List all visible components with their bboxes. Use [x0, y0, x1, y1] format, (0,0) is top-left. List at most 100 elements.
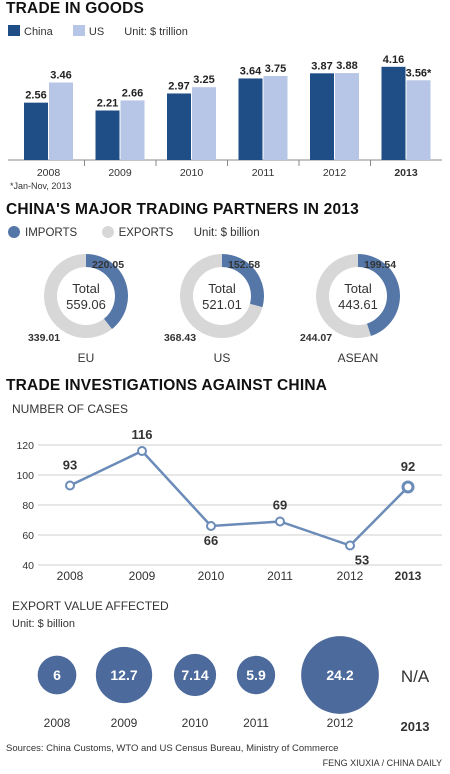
bar-label-china-2012: 3.87 [311, 60, 332, 72]
cases-point-2009 [137, 446, 147, 456]
bar-us-2010 [192, 87, 216, 160]
export-year-2012: 2012 [327, 716, 354, 730]
donut-us-total-label: Total [208, 281, 236, 296]
export-bubble-2010 [173, 653, 217, 697]
bar-label-china-2008: 2.56 [25, 90, 46, 102]
donut-eu-total-value: 559.06 [66, 297, 106, 312]
bar-label-china-2011: 3.64 [240, 65, 262, 77]
bar-label-us-2012: 3.88 [336, 60, 357, 72]
cases-x-label-2010: 2010 [198, 569, 225, 583]
legend-imports-label: IMPORTS [25, 227, 78, 239]
bar-china-2011 [238, 78, 263, 160]
bar-china-2012 [310, 73, 334, 160]
cases-x-label-2012: 2012 [337, 569, 364, 583]
trade-legend: China US Unit: $ trillion [8, 25, 188, 38]
export-value-2010: 7.14 [181, 667, 208, 683]
export-value-2008: 6 [53, 667, 61, 683]
export-year-2010: 2010 [182, 716, 209, 730]
donut-eu-imports-value: 220.05 [92, 259, 124, 271]
legend-exports-dot [101, 226, 114, 238]
donut-us-exports-value: 368.43 [164, 332, 196, 344]
trade-title: TRADE IN GOODS [6, 0, 145, 17]
trade-footnote: *Jan-Nov, 2013 [10, 181, 72, 191]
export-value-2011: 5.9 [246, 667, 266, 683]
cases-value-2010: 66 [204, 533, 218, 548]
value-label: EXPORT VALUE AFFECTED [12, 599, 169, 613]
x-tick-label-2012: 2012 [323, 167, 347, 179]
donut-eu-exports-value: 339.01 [28, 332, 60, 344]
cases-x-label-2011: 2011 [267, 569, 293, 583]
bar-label-china-2010: 2.97 [168, 80, 189, 92]
export-bubble-2008 [37, 655, 77, 695]
cases-point-2013 [401, 480, 415, 494]
donut-asean-exports [316, 254, 372, 338]
donut-us-imports [222, 254, 264, 308]
cases-point-2010 [206, 521, 216, 531]
donut-us-total-value: 521.01 [202, 297, 242, 312]
legend-imports-dot [8, 226, 20, 238]
credit-line: FENG XIUXIA / CHINA DAILY [322, 758, 442, 768]
bar-china-2010 [167, 93, 191, 160]
x-tick-label-2008: 2008 [37, 167, 61, 179]
bar-label-us-2010: 3.25 [193, 74, 214, 86]
bar-china-2008 [24, 102, 48, 160]
donut-us-imports-value: 152.58 [228, 259, 260, 271]
partners-donut-charts: Total559.06220.05339.01EUTotal521.01152.… [28, 254, 400, 365]
donut-asean-total-value: 443.61 [338, 297, 378, 312]
bar-us-2011 [263, 76, 288, 160]
legend-china-label: China [24, 26, 53, 38]
x-tick-label-2011: 2011 [252, 167, 275, 179]
cases-x-label-2013: 2013 [395, 569, 422, 583]
sources-note: Sources: China Customs, WTO and US Censu… [6, 743, 339, 754]
donut-eu-imports [86, 254, 128, 329]
export-bubble-2011 [236, 655, 276, 695]
donut-eu-name: EU [78, 351, 95, 365]
x-tick-label-2010: 2010 [180, 167, 204, 179]
x-tick-label-2013: 2013 [394, 167, 418, 179]
partners-unit-label: Unit: $ billion [193, 227, 260, 239]
legend-us-swatch [72, 25, 85, 36]
export-value-2009: 12.7 [110, 667, 137, 683]
donut-us-exports [180, 254, 263, 338]
cases-label: NUMBER OF CASES [12, 402, 129, 416]
export-value-bubbles: 6 2008 12.7 2009 7.14 2010 5.9 2011 24.2 2012 N/A 2… [37, 636, 430, 734]
cases-value-2011: 69 [273, 498, 287, 513]
y-tick-label-60: 60 [22, 530, 34, 542]
bar-label-us-2008: 3.46 [50, 69, 71, 81]
legend-exports-label: EXPORTS [118, 227, 174, 239]
export-year-2011: 2011 [243, 716, 269, 730]
cases-value-2008: 93 [63, 458, 77, 473]
bar-us-2009 [120, 100, 145, 160]
donut-eu-total-label: Total [72, 281, 100, 296]
bar-us-2008 [49, 82, 73, 160]
cases-series-line [69, 449, 409, 547]
bar-label-china-2013: 4.16 [383, 54, 404, 66]
x-tick-label-2009: 2009 [108, 167, 132, 179]
trade-unit-label: Unit: $ trillion [124, 26, 188, 38]
bar-china-2009 [95, 110, 120, 160]
export-bubble-2012 [301, 636, 379, 714]
donut-asean-exports-value: 244.07 [300, 332, 332, 344]
export-value-2013: N/A [401, 667, 430, 686]
y-tick-label-100: 100 [16, 470, 34, 482]
trade-bar-chart: 2.56 3.46 2008 2.21 2.66 2009 2.97 3.25 2010 3.64… [8, 54, 442, 179]
cases-line-chart: 4060801001209320081162009662010692011532… [16, 427, 442, 583]
cases-point-2011 [275, 516, 285, 527]
bar-label-us-2011: 3.75 [265, 63, 286, 75]
export-year-2008: 2008 [44, 716, 71, 730]
y-tick-label-80: 80 [22, 500, 34, 512]
donut-asean-name: ASEAN [338, 351, 379, 365]
donut-asean-imports-value: 199.54 [364, 259, 396, 271]
export-value-2012: 24.2 [326, 667, 353, 683]
y-tick-label-40: 40 [22, 560, 34, 572]
bar-china-2013 [381, 66, 406, 160]
legend-china-swatch [8, 25, 20, 36]
cases-value-2012: 53 [355, 553, 369, 568]
bar-label-us-2013: 3.56* [406, 67, 432, 79]
cases-x-label-2008: 2008 [57, 569, 84, 583]
cases-value-2009: 116 [132, 427, 153, 442]
bar-us-2013 [406, 80, 431, 160]
cases-value-2013: 92 [401, 459, 415, 474]
donut-asean-imports [358, 254, 400, 336]
export-year-2013: 2013 [401, 719, 430, 734]
